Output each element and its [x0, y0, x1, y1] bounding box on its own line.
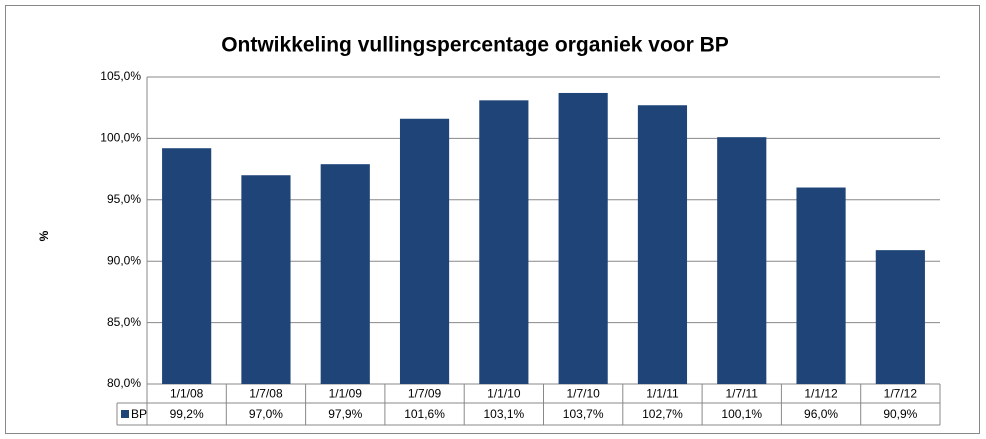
- x-tick-label: 1/7/10: [566, 387, 600, 401]
- x-tick-label: 1/1/10: [487, 387, 521, 401]
- chart-title: Ontwikkeling vullingspercentage organiek…: [221, 34, 729, 57]
- x-tick-label: 1/7/11: [726, 387, 759, 401]
- legend-swatch: [121, 410, 129, 418]
- x-tick-label: 1/1/11: [646, 387, 679, 401]
- table-value: 99,2%: [170, 407, 204, 421]
- table-value: 103,1%: [483, 407, 524, 421]
- y-tick-label: 90,0%: [107, 253, 141, 267]
- table-value: 101,6%: [404, 407, 445, 421]
- y-axis-label: %: [37, 230, 51, 241]
- y-tick-label: 80,0%: [107, 376, 141, 390]
- bar: [241, 175, 291, 384]
- bar: [558, 92, 608, 385]
- y-tick-label: 95,0%: [107, 192, 141, 206]
- table-value: 102,7%: [642, 407, 683, 421]
- x-tick-label: 1/7/09: [408, 387, 442, 401]
- bar: [479, 100, 529, 384]
- x-tick-label: 1/1/08: [170, 387, 204, 401]
- x-tick-label: 1/1/12: [804, 387, 838, 401]
- bar: [162, 148, 212, 384]
- bar: [875, 250, 925, 384]
- y-tick-label: 100,0%: [100, 131, 141, 145]
- bar: [320, 164, 370, 384]
- x-tick-label: 1/7/12: [884, 387, 918, 401]
- legend-label: BP: [131, 407, 147, 421]
- y-tick-label: 85,0%: [107, 315, 141, 329]
- table-value: 100,1%: [721, 407, 762, 421]
- table-value: 97,0%: [249, 407, 283, 421]
- table-value: 97,9%: [328, 407, 362, 421]
- table-value: 96,0%: [804, 407, 838, 421]
- table-value: 90,9%: [883, 407, 917, 421]
- y-tick-label: 105,0%: [100, 69, 141, 83]
- bar: [796, 187, 846, 384]
- table-value: 103,7%: [563, 407, 604, 421]
- bar: [717, 137, 767, 384]
- x-tick-label: 1/1/09: [329, 387, 363, 401]
- bar: [637, 105, 688, 384]
- bar: [399, 118, 450, 384]
- x-tick-label: 1/7/08: [249, 387, 283, 401]
